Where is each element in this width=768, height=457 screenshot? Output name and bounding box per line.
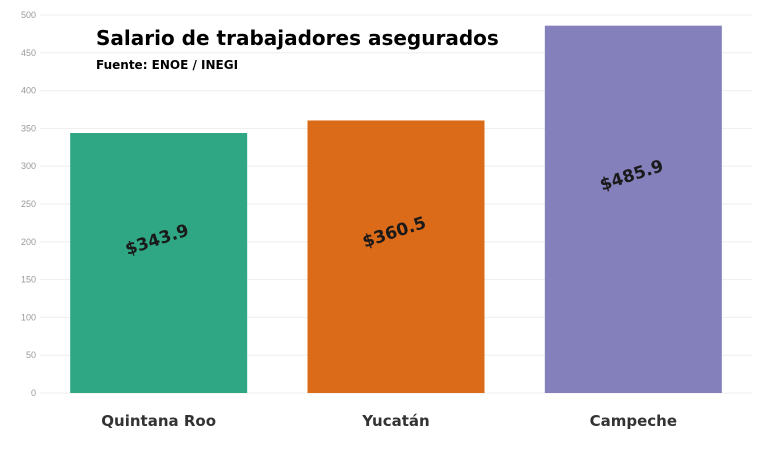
y-tick-label: 150 [21, 275, 36, 285]
y-tick-label: 250 [21, 199, 36, 209]
x-category-label: Quintana Roo [101, 412, 216, 430]
chart-subtitle: Fuente: ENOE / INEGI [96, 58, 238, 72]
y-tick-label: 100 [21, 312, 36, 322]
y-tick-label: 300 [21, 161, 36, 171]
y-tick-label: 350 [21, 123, 36, 133]
bar [307, 120, 485, 393]
y-tick-label: 0 [31, 388, 36, 398]
x-category-label: Yucatán [361, 412, 429, 430]
y-tick-label: 450 [21, 48, 36, 58]
y-tick-label: 50 [26, 350, 36, 360]
y-axis-ticks: 0 50 100 150 200 250 300 350 400 450 500 [21, 10, 36, 398]
x-category-label: Campeche [590, 412, 677, 430]
y-tick-label: 200 [21, 237, 36, 247]
bar [70, 133, 248, 393]
bars [70, 25, 722, 393]
y-tick-label: 500 [21, 10, 36, 20]
chart-title: Salario de trabajadores asegurados [96, 26, 499, 50]
y-tick-label: 400 [21, 86, 36, 96]
x-axis-categories: Quintana Roo Yucatán Campeche [101, 412, 677, 430]
bar [544, 25, 722, 393]
